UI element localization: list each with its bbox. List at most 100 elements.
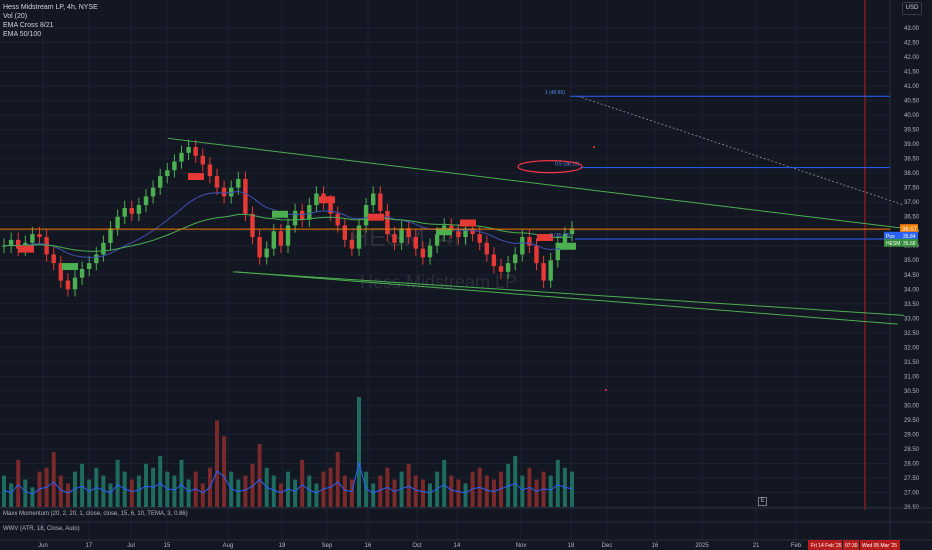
candle-body[interactable] xyxy=(16,239,21,249)
candle-body[interactable] xyxy=(136,205,142,214)
signal-marker[interactable] xyxy=(368,213,384,221)
signal-marker[interactable] xyxy=(537,234,553,242)
candle-body[interactable] xyxy=(221,187,227,197)
symbol-title[interactable]: Hess Midstream LP, 4h, NYSE xyxy=(3,4,98,11)
candle-body[interactable] xyxy=(94,254,99,264)
candle-body[interactable] xyxy=(172,161,177,171)
candle-body[interactable] xyxy=(44,237,49,255)
wedge-upper-trendline[interactable] xyxy=(167,137,905,229)
candle-body[interactable] xyxy=(349,239,355,249)
candle-body[interactable] xyxy=(498,266,504,272)
ema-label[interactable]: EMA 50/100 xyxy=(3,31,42,38)
candle-body[interactable] xyxy=(193,147,198,156)
candle-body[interactable] xyxy=(477,234,482,243)
candle-body[interactable] xyxy=(562,234,568,243)
candle-body[interactable] xyxy=(1,245,7,247)
candle-body[interactable] xyxy=(51,254,56,264)
candle-body[interactable] xyxy=(307,205,312,220)
candle-body[interactable] xyxy=(427,245,433,258)
candle-body[interactable] xyxy=(420,248,426,258)
candle-body[interactable] xyxy=(158,176,163,188)
signal-marker[interactable] xyxy=(188,173,204,181)
signal-marker[interactable] xyxy=(272,210,288,218)
candle-body[interactable] xyxy=(8,239,14,246)
candle-body[interactable] xyxy=(470,228,475,235)
candle-body[interactable] xyxy=(356,225,362,249)
candle-body[interactable] xyxy=(37,234,42,238)
signal-marker[interactable] xyxy=(560,242,576,250)
range-end-badge[interactable] xyxy=(860,540,900,550)
candle-body[interactable] xyxy=(229,187,234,197)
wwv-label[interactable]: WWV (ATR, 18, Close, Auto) xyxy=(3,526,80,532)
signal-marker[interactable] xyxy=(18,245,34,253)
candle-body[interactable] xyxy=(300,210,305,220)
candle-body[interactable] xyxy=(58,263,63,281)
signal-marker[interactable] xyxy=(460,219,476,227)
candle-body[interactable] xyxy=(534,245,539,264)
candle-body[interactable] xyxy=(65,280,71,290)
candle-body[interactable] xyxy=(285,225,291,246)
candle-body[interactable] xyxy=(314,193,319,206)
candle-body[interactable] xyxy=(399,228,404,243)
candle-body[interactable] xyxy=(236,178,241,188)
projection-line[interactable] xyxy=(577,95,905,206)
candle-body[interactable] xyxy=(371,193,376,206)
candle-body[interactable] xyxy=(406,228,411,238)
candle-body[interactable] xyxy=(363,205,369,226)
candle-body[interactable] xyxy=(264,248,269,258)
candle-body[interactable] xyxy=(271,231,276,249)
candle-body[interactable] xyxy=(463,228,468,238)
signal-marker[interactable] xyxy=(436,228,452,236)
range-time-badge[interactable] xyxy=(843,540,859,550)
candle-body[interactable] xyxy=(434,234,440,246)
candle-body[interactable] xyxy=(513,254,518,264)
wedge-lower-extension[interactable] xyxy=(235,271,899,325)
candle-body[interactable] xyxy=(143,196,149,206)
candle-body[interactable] xyxy=(292,210,298,226)
candle-body[interactable] xyxy=(505,263,511,272)
ema-cross-label[interactable]: EMA Cross 8/21 xyxy=(3,22,54,29)
last-price-badge[interactable] xyxy=(900,224,918,234)
annotation-ellipse[interactable] xyxy=(517,160,583,174)
candle-body[interactable] xyxy=(250,213,255,238)
candle-body[interactable] xyxy=(79,268,85,278)
candle-body[interactable] xyxy=(555,242,560,261)
candle-body[interactable] xyxy=(257,237,262,258)
wedge-lower-trendline[interactable] xyxy=(232,271,905,316)
candle-body[interactable] xyxy=(456,231,461,238)
candle-body[interactable] xyxy=(413,237,418,249)
candle-body[interactable] xyxy=(278,231,284,246)
volume-indicator-label[interactable]: Vol (20) xyxy=(3,13,28,20)
signal-marker[interactable] xyxy=(319,196,335,204)
series-badge[interactable] xyxy=(884,238,918,247)
candle-body[interactable] xyxy=(385,210,390,235)
candle-body[interactable] xyxy=(491,254,497,267)
range-start-badge[interactable] xyxy=(808,540,842,550)
candle-body[interactable] xyxy=(122,207,127,217)
candle-body[interactable] xyxy=(527,237,532,246)
candle-body[interactable] xyxy=(569,228,575,235)
earnings-marker[interactable]: E xyxy=(758,497,767,506)
candle-body[interactable] xyxy=(115,216,120,229)
pos-badge[interactable] xyxy=(884,231,918,240)
candle-body[interactable] xyxy=(207,164,213,177)
candle-body[interactable] xyxy=(186,147,191,153)
candle-body[interactable] xyxy=(179,152,184,162)
candle-body[interactable] xyxy=(548,260,553,281)
candle-body[interactable] xyxy=(30,234,35,243)
candle-body[interactable] xyxy=(243,178,248,214)
currency-badge[interactable]: USD xyxy=(902,2,922,15)
candle-body[interactable] xyxy=(484,242,489,255)
candle-body[interactable] xyxy=(165,170,170,177)
candle-body[interactable] xyxy=(129,207,134,214)
candle-body[interactable] xyxy=(392,234,397,243)
candle-body[interactable] xyxy=(378,193,383,211)
candle-body[interactable] xyxy=(335,213,340,226)
candle-body[interactable] xyxy=(328,202,333,214)
candle-body[interactable] xyxy=(150,187,156,197)
candle-body[interactable] xyxy=(108,228,113,243)
signal-marker[interactable] xyxy=(62,263,78,271)
candle-body[interactable] xyxy=(101,242,106,255)
maxx-momentum-label[interactable]: Maxx Momentum (20, 2, 20, 1, close, clos… xyxy=(3,511,188,517)
